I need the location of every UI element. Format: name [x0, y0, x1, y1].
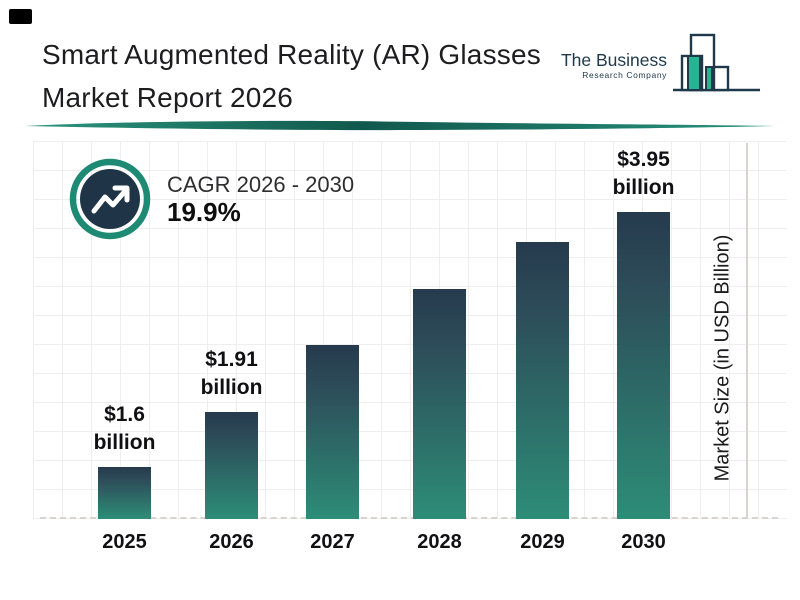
cagr-value: 19.9% [167, 197, 241, 227]
x-axis-baseline [40, 517, 778, 519]
company-subtitle: Research Company [582, 70, 667, 80]
bar-2027 [306, 345, 359, 519]
x-axis-tick-2027: 2027 [310, 531, 355, 553]
page-title-line2: Market Report 2026 [42, 82, 294, 113]
x-axis-tick-2026: 2026 [209, 531, 254, 553]
bar-2029 [516, 242, 569, 519]
x-axis-tick-2025: 2025 [102, 531, 147, 553]
cagr-period-label: CAGR 2026 - 2030 [167, 172, 355, 197]
trend-up-icon [69, 158, 151, 240]
bar-value-amount: $1.6 [104, 403, 145, 426]
right-axis-line [746, 143, 748, 517]
company-logo-text: The Business Research Company [561, 50, 667, 80]
page-title: Smart Augmented Reality (AR) Glasses Mar… [42, 33, 541, 119]
page-title-line1: Smart Augmented Reality (AR) Glasses [42, 39, 541, 70]
bar-value-unit: billion [612, 176, 675, 199]
x-axis-tick-2028: 2028 [417, 531, 462, 553]
bar-chart-logo-icon [673, 33, 760, 92]
y-axis-label: Market Size (in USD Billion) [711, 234, 734, 482]
bar-2030 [617, 212, 670, 519]
divider-swoosh [25, 120, 775, 131]
bar-value-amount: $3.95 [617, 148, 670, 171]
bar-value-unit: billion [93, 431, 156, 454]
bar-2026 [205, 412, 258, 519]
x-axis-tick-2030: 2030 [621, 531, 666, 553]
bar-value-unit: billion [200, 376, 263, 399]
company-name: The Business [560, 50, 667, 70]
bar-2028 [413, 289, 466, 519]
bar-value-label-2026: $1.91 billion [162, 346, 302, 402]
bar-value-amount: $1.91 [205, 348, 258, 371]
company-logo: The Business Research Company [552, 27, 767, 107]
x-axis-tick-2029: 2029 [520, 531, 565, 553]
bar-2025 [98, 467, 151, 519]
bar-value-label-2030: $3.95 billion [574, 146, 714, 202]
corner-mark [9, 9, 32, 24]
bar-value-label-2025: $1.6 billion [55, 401, 195, 457]
